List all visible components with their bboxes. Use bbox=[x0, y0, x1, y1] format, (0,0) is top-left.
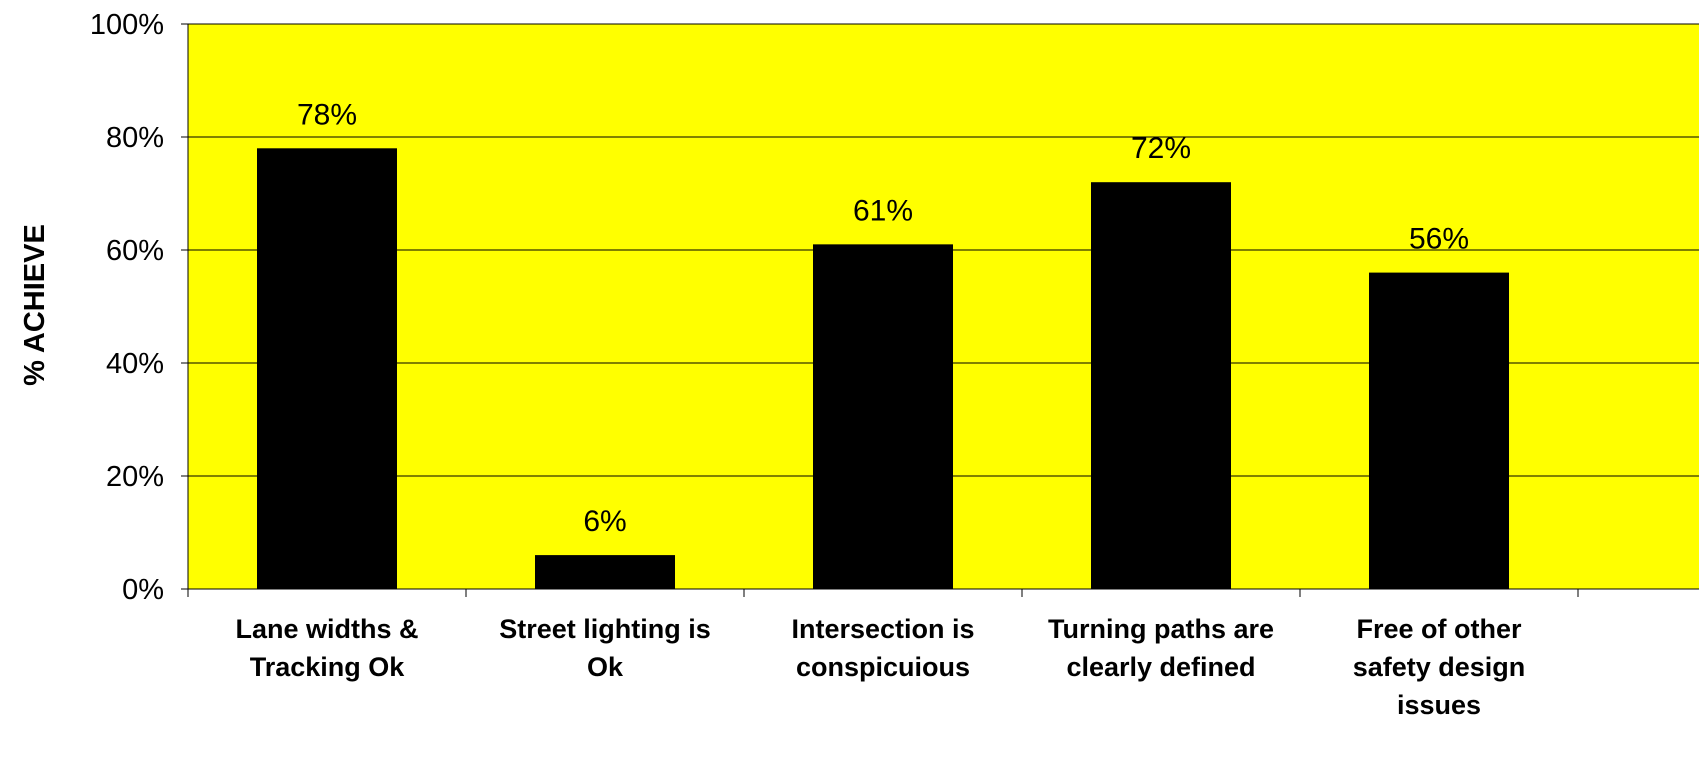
bar bbox=[813, 244, 953, 589]
y-tick-label: 20% bbox=[106, 461, 164, 493]
x-category-label: Street lighting is Ok bbox=[499, 614, 711, 682]
y-tick-labels: 0% 20% 40% 60% 80% 100% bbox=[90, 9, 164, 606]
x-category-label: Free of other safety design issues bbox=[1353, 614, 1526, 720]
data-label: 72% bbox=[1131, 132, 1191, 165]
x-category-label: Intersection is conspicuious bbox=[791, 614, 974, 682]
bars bbox=[257, 148, 1509, 590]
y-axis-title: % ACHIEVE bbox=[19, 224, 51, 386]
data-label: 6% bbox=[583, 505, 626, 538]
axes bbox=[181, 23, 1699, 597]
data-label: 61% bbox=[853, 194, 913, 227]
y-tick-label: 0% bbox=[122, 574, 164, 606]
x-category-labels: Lane widths & Tracking Ok Street lighting … bbox=[235, 614, 1525, 720]
y-tick-label: 100% bbox=[90, 9, 164, 41]
data-label: 56% bbox=[1409, 223, 1469, 256]
data-labels: 78% 6% 61% 72% 56% bbox=[297, 98, 1469, 538]
y-tick-label: 60% bbox=[106, 235, 164, 267]
bar bbox=[535, 555, 675, 589]
y-tick-label: 40% bbox=[106, 348, 164, 380]
bar bbox=[1091, 182, 1231, 589]
x-category-label: Lane widths & Tracking Ok bbox=[235, 614, 418, 682]
x-category-label: Turning paths are clearly defined bbox=[1048, 614, 1274, 682]
y-tick-label: 80% bbox=[106, 122, 164, 154]
bar bbox=[1369, 272, 1509, 589]
data-label: 78% bbox=[297, 98, 357, 131]
bar bbox=[257, 148, 397, 590]
